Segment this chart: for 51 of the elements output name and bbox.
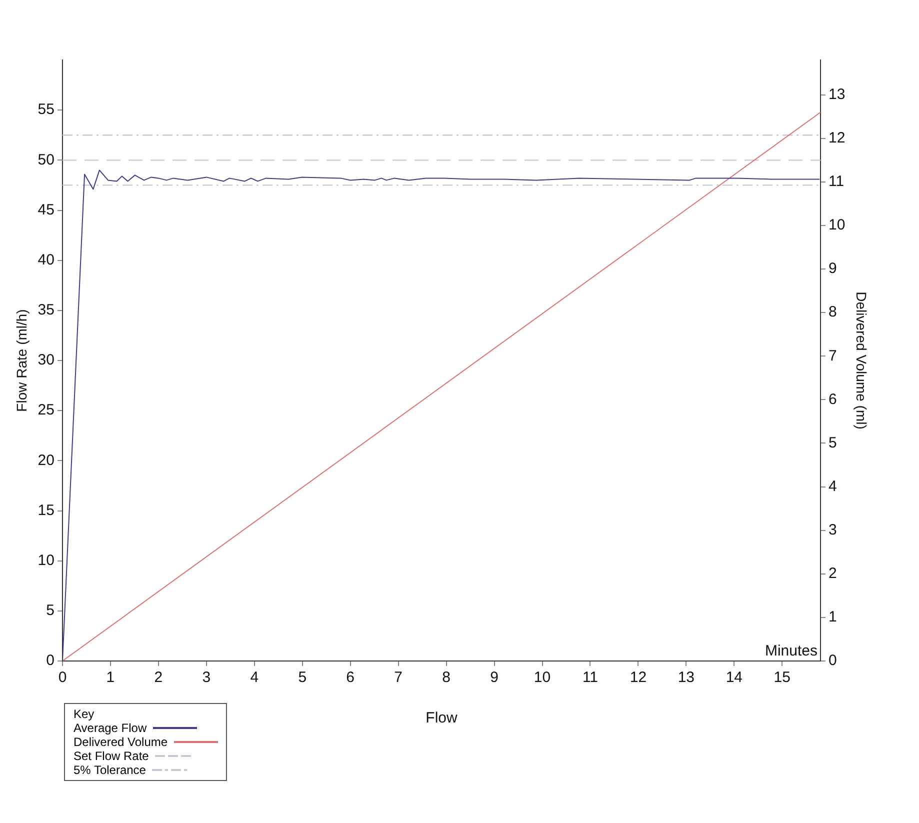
- x-axis-title: Minutes: [764, 642, 818, 660]
- x-tick-label: 8: [442, 669, 450, 686]
- x-tick-label: 7: [394, 669, 402, 686]
- y-tick-label: 0: [46, 652, 54, 670]
- y-tick-label: 50: [38, 151, 54, 168]
- x-tick-label: 4: [250, 669, 259, 686]
- x-tick-label: 11: [582, 669, 598, 686]
- x-tick-label: 14: [726, 669, 742, 686]
- y2-tick-label: 3: [828, 521, 837, 538]
- y-tick-label: 25: [38, 402, 54, 419]
- y2-tick-label: 4: [828, 478, 837, 495]
- y-tick-label: 15: [38, 502, 54, 519]
- y-tick-label: 5: [46, 602, 54, 620]
- x-tick-label: 0: [58, 669, 67, 686]
- x-tick-label: 13: [678, 669, 695, 686]
- y2-tick-label: 9: [828, 260, 837, 278]
- x-tick-label: 1: [106, 669, 115, 686]
- y2-tick-label: 13: [828, 86, 846, 103]
- y-tick-label: 30: [38, 352, 54, 369]
- legend-label: 5% Tolerance: [73, 763, 146, 777]
- y2-tick-label: 6: [828, 390, 837, 408]
- y-tick-label: 55: [38, 101, 54, 118]
- y2-tick-label: 1: [828, 608, 837, 626]
- y2-tick-label: 7: [828, 347, 837, 364]
- y2-tick-label: 12: [828, 130, 846, 147]
- x-tick-label: 12: [630, 669, 647, 686]
- legend-title: Key: [73, 707, 96, 721]
- y2-tick-label: 0: [828, 652, 837, 670]
- x-tick-label: 5: [298, 669, 307, 686]
- x-tick-label: 10: [534, 669, 551, 686]
- y2-tick-label: 2: [828, 565, 837, 582]
- y2-tick-label: 8: [828, 304, 837, 321]
- y-tick-label: 10: [38, 552, 54, 569]
- x-tick-label: 9: [490, 669, 498, 686]
- y-tick-label: 45: [38, 201, 54, 218]
- legend-label: Average Flow: [73, 721, 147, 735]
- x-tick-label: 2: [154, 669, 163, 686]
- y2-axis-title: Delivered Volume (ml): [854, 292, 870, 430]
- y-tick-label: 20: [38, 452, 54, 469]
- x-tick-label: 15: [774, 669, 790, 686]
- legend-label: Delivered Volume: [73, 735, 168, 749]
- y2-tick-label: 11: [828, 173, 844, 190]
- legend-label: Set Flow Rate: [73, 749, 149, 763]
- y-tick-label: 35: [38, 302, 54, 319]
- x-tick-label: 3: [202, 669, 211, 686]
- x-tick-label: 6: [346, 669, 355, 686]
- y-tick-label: 40: [38, 251, 54, 268]
- text: Flow: [426, 710, 458, 727]
- y2-tick-label: 5: [828, 434, 837, 452]
- y2-tick-label: 10: [828, 216, 846, 234]
- y-axis-title: Flow Rate (ml/h): [13, 309, 30, 412]
